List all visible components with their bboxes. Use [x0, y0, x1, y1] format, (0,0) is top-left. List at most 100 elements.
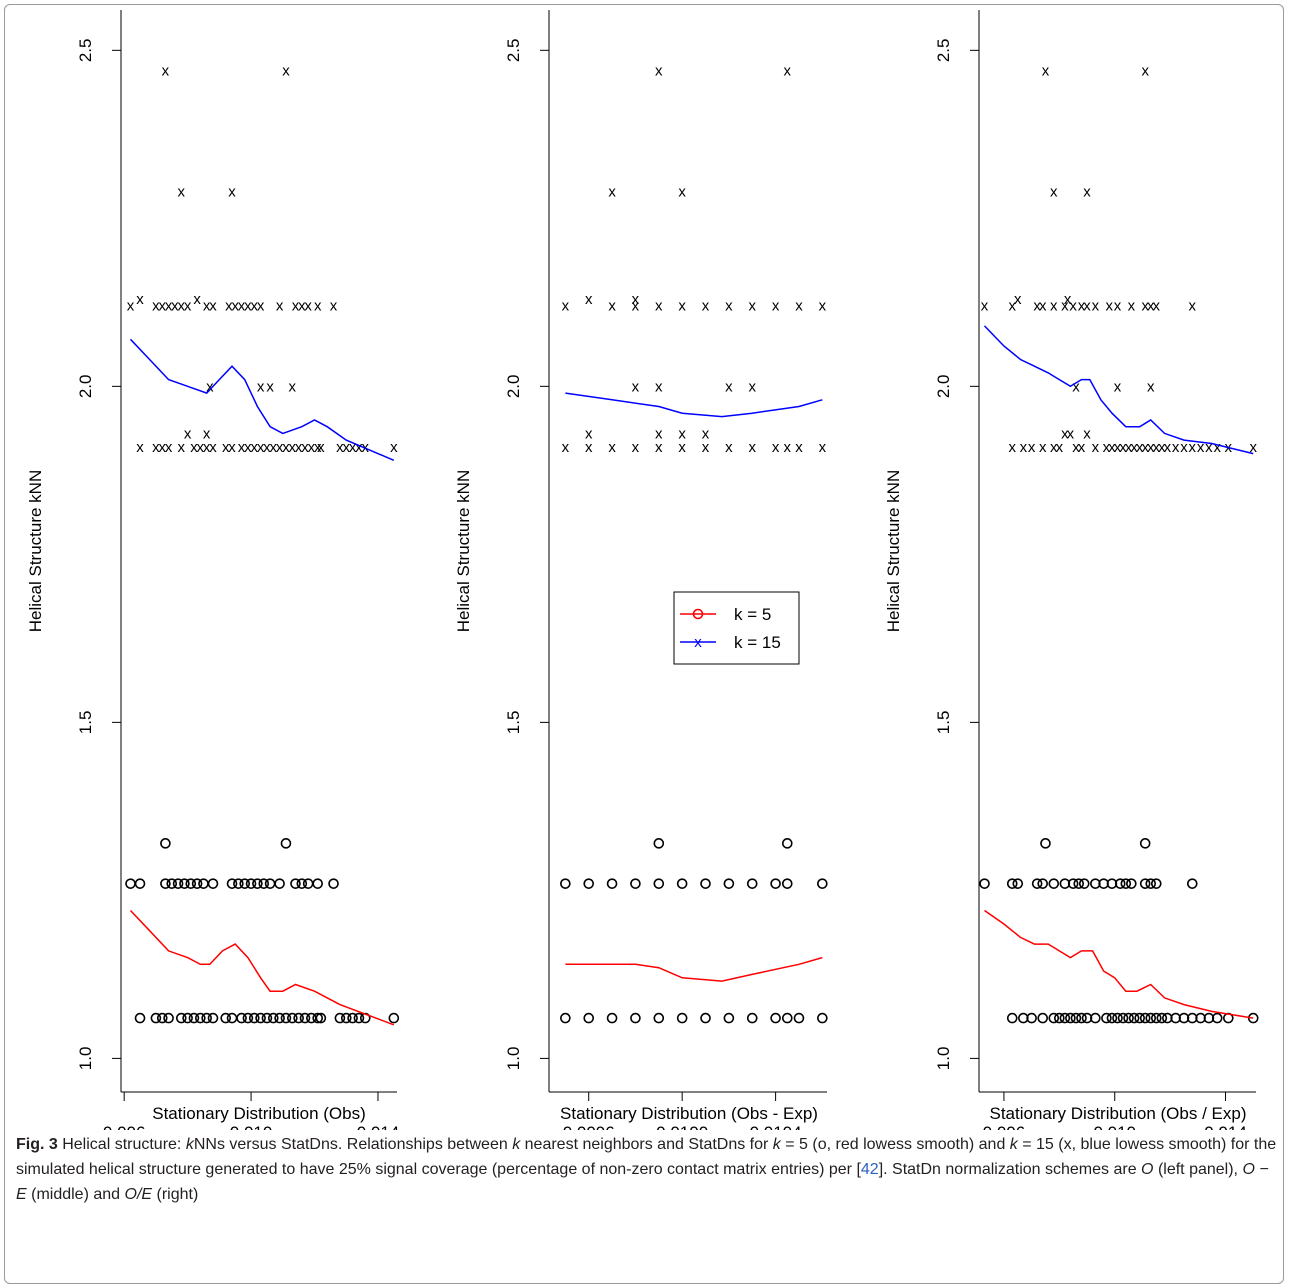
point-k5 [160, 878, 171, 889]
x-axis-label: Stationary Distribution (Obs) [152, 1104, 366, 1123]
y-tick-label: 1.0 [76, 1047, 95, 1071]
point-k15: x [162, 62, 170, 79]
point-k15: x [608, 183, 616, 200]
point-k15: x [304, 298, 312, 315]
point-k15: x [1050, 439, 1058, 456]
point-k15: x [228, 439, 236, 456]
point-k15: x [244, 439, 252, 456]
point-k5 [1117, 1012, 1129, 1024]
point-k15: x [238, 439, 246, 456]
point-k15: x [206, 378, 214, 395]
point-k5 [1073, 878, 1085, 889]
point-k15: x [608, 439, 616, 456]
point-k15: x [136, 439, 144, 456]
point-k5 [793, 1012, 805, 1024]
x-tick-label: 0.014 [1204, 1123, 1247, 1130]
point-k15: x [184, 298, 192, 315]
point-k5 [630, 1012, 641, 1024]
point-k5 [156, 1012, 168, 1024]
point-k15: x [209, 298, 217, 315]
point-k15: x [1064, 291, 1072, 308]
point-k15: x [257, 298, 265, 315]
y-tick-label: 2.5 [76, 39, 95, 63]
point-k15: x [158, 298, 166, 315]
point-k5 [280, 1012, 292, 1024]
point-k15: x [1028, 439, 1036, 456]
point-k5 [267, 1012, 279, 1024]
point-k5 [1112, 1012, 1123, 1024]
point-k15: x [1061, 298, 1069, 315]
point-k15: x [266, 378, 274, 395]
point-k15: x [748, 439, 756, 456]
point-k5 [293, 1012, 304, 1024]
point-k15: x [1172, 439, 1180, 456]
point-k5 [236, 1012, 247, 1024]
point-k5 [328, 878, 339, 889]
point-k15: x [655, 378, 663, 395]
y-tick-label: 1.0 [504, 1047, 523, 1071]
point-k15: x [1141, 62, 1149, 79]
point-k5 [166, 878, 178, 889]
point-k5 [1006, 1012, 1018, 1024]
point-k15: x [1078, 439, 1086, 456]
point-k5 [252, 878, 263, 889]
point-k15: x [1136, 439, 1144, 456]
point-k15: x [276, 298, 284, 315]
point-k15: x [678, 183, 686, 200]
point-k5 [1156, 1012, 1168, 1024]
point-k5 [781, 1012, 793, 1024]
point-k5 [302, 878, 314, 889]
point-k5 [817, 878, 828, 889]
point-k15: x [1105, 298, 1113, 315]
point-k15: x [655, 425, 663, 442]
x-tick-label: 0.0104 [750, 1123, 802, 1130]
point-k5 [255, 1012, 266, 1024]
figure-frame [4, 4, 1284, 1284]
point-k15: x [1108, 439, 1116, 456]
y-tick-label: 2.5 [934, 39, 953, 63]
point-k15: x [1078, 298, 1086, 315]
reference-link[interactable]: 42 [860, 1161, 879, 1178]
point-k15: x [1061, 425, 1069, 442]
point-k5 [979, 878, 990, 889]
point-k5 [274, 878, 285, 889]
point-k5 [1150, 878, 1162, 889]
point-k15: x [1189, 298, 1197, 315]
point-k15: x [193, 291, 201, 308]
point-k15: x [1205, 439, 1213, 456]
point-k5 [175, 1012, 187, 1024]
point-k5 [347, 1012, 358, 1024]
point-k5 [1101, 1012, 1112, 1024]
point-k15: x [1092, 298, 1100, 315]
point-k5 [287, 1012, 298, 1024]
point-k15: x [655, 298, 663, 315]
point-k5 [1070, 1012, 1082, 1024]
point-k15: x [276, 439, 284, 456]
point-k5 [1040, 838, 1051, 849]
point-k15: x [678, 439, 686, 456]
figure-caption: Fig. 3 Helical structure: kNNs versus St… [16, 1136, 1277, 1203]
point-k15: x [702, 439, 710, 456]
point-k5 [134, 1012, 146, 1024]
point-k15: x [228, 183, 236, 200]
point-k5 [296, 878, 308, 889]
point-k15: x [1083, 298, 1091, 315]
point-k5 [1026, 1012, 1037, 1024]
point-k15: x [655, 439, 663, 456]
y-axis-label: Helical Structure kNN [26, 470, 45, 633]
point-k5 [150, 1012, 162, 1024]
point-k5 [134, 878, 146, 889]
point-k5 [201, 1012, 212, 1024]
x-tick-label: 0.014 [357, 1123, 400, 1130]
legend-marker-x: x [694, 634, 702, 651]
point-k15: x [1020, 439, 1028, 456]
point-k15: x [1083, 183, 1091, 200]
point-k15: x [608, 298, 616, 315]
point-k15: x [342, 439, 350, 456]
point-k15: x [1119, 439, 1127, 456]
point-k5 [1139, 1012, 1151, 1024]
point-k15: x [355, 439, 363, 456]
y-tick-label: 2.0 [934, 375, 953, 399]
point-k5 [746, 1012, 758, 1024]
